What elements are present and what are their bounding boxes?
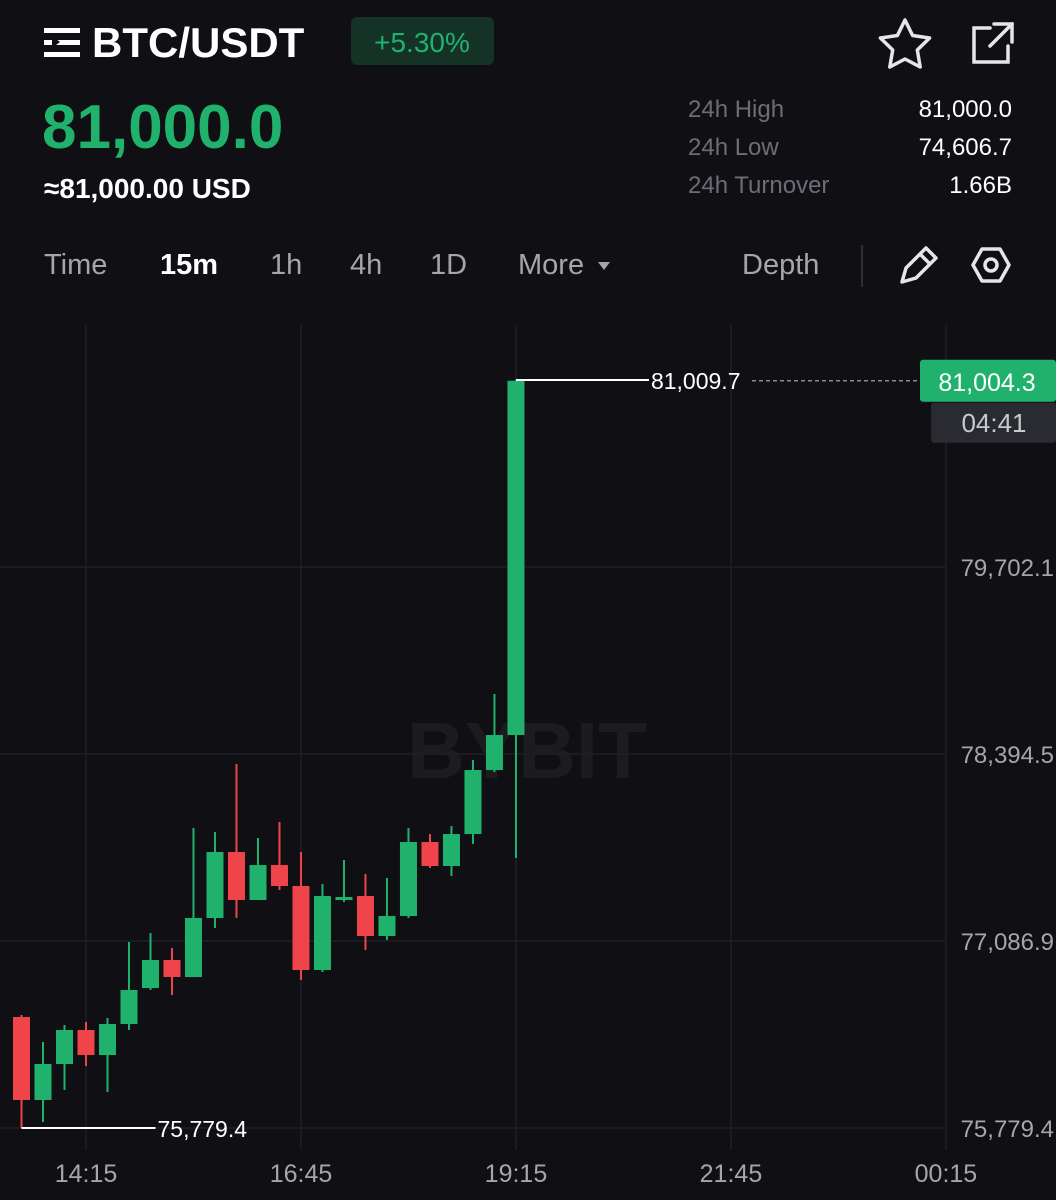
low-marker-label: 75,779.4	[157, 1116, 247, 1142]
high-marker-label: 81,009.7	[651, 368, 741, 394]
countdown: 04:41	[961, 408, 1026, 438]
candle-body	[12, 1017, 30, 1101]
last-price: 81,000.0	[42, 93, 283, 162]
candle-body	[442, 834, 460, 867]
candle-body	[163, 960, 181, 978]
y-tick-label: 79,702.1	[961, 555, 1054, 582]
candle-body	[249, 865, 267, 901]
stat-label: 24h Turnover	[688, 172, 829, 199]
tab[interactable]: 1h	[270, 249, 302, 281]
candle-body	[34, 1064, 52, 1101]
candle-body	[98, 1024, 116, 1056]
change-badge	[351, 17, 494, 65]
share-icon[interactable]	[972, 22, 1014, 64]
favorite-icon[interactable]	[878, 18, 932, 69]
stats: 24h High 81,000.0 24h Low 74,606.7 24h Turno…	[688, 96, 1012, 199]
candle-body	[77, 1030, 95, 1056]
candle-body	[313, 896, 331, 971]
candle-body	[227, 852, 245, 901]
candle-body	[120, 990, 138, 1025]
last-price-label: 81,004.3	[938, 369, 1035, 397]
candle-body	[55, 1030, 73, 1065]
candle-body	[141, 960, 159, 989]
candle-body	[206, 852, 224, 919]
watermark: BYBIT	[407, 706, 647, 795]
tab[interactable]: 15m	[160, 249, 218, 281]
chart: BYBIT 14:15 16:45 19:15 21:45 00:15 75,779.4 77…	[0, 325, 1056, 1188]
candle-body	[507, 380, 525, 736]
stat-value: 74,606.7	[919, 134, 1012, 161]
y-tick-label: 78,394.5	[961, 742, 1054, 769]
change-text: +5.30%	[374, 27, 470, 58]
x-tick-label: 14:15	[55, 1160, 118, 1188]
candle-body	[184, 918, 202, 978]
menu-icon[interactable]	[44, 28, 80, 57]
tab[interactable]: 1D	[430, 249, 467, 281]
candle-body	[399, 842, 417, 917]
tab[interactable]: 4h	[350, 249, 382, 281]
x-tick-label: 16:45	[270, 1160, 333, 1188]
candle-body	[421, 842, 439, 867]
last-price-tag	[920, 359, 1056, 402]
tab[interactable]: Time	[44, 249, 107, 281]
candle-body	[356, 896, 374, 937]
interval-tabs: Time 15m 1h 4h 1D More Depth	[44, 249, 819, 281]
x-tick-label: 19:15	[485, 1160, 548, 1188]
dropdown-arrow	[598, 262, 610, 270]
stat-value: 1.66B	[949, 172, 1012, 199]
price-usd: ≈81,000.00 USD	[44, 173, 251, 204]
settings-icon[interactable]	[971, 247, 1011, 283]
y-tick-label: 75,779.4	[961, 1116, 1054, 1143]
candle-body	[335, 897, 353, 901]
stat-value: 81,000.0	[919, 96, 1012, 123]
candle-body	[292, 886, 310, 971]
stat-label: 24h High	[688, 96, 784, 123]
y-tick-label: 77,086.9	[961, 929, 1054, 956]
pair-title[interactable]: BTC/USDT	[92, 19, 305, 66]
stat-label: 24h Low	[688, 134, 779, 161]
tab[interactable]: Depth	[742, 249, 819, 281]
x-tick-label: 00:15	[915, 1160, 978, 1188]
candle-body	[270, 865, 288, 887]
countdown-tag	[931, 402, 1056, 443]
tab[interactable]: More	[518, 249, 584, 281]
candle-body	[464, 770, 482, 835]
candle-body	[378, 916, 396, 937]
x-tick-label: 21:45	[700, 1160, 763, 1188]
draw-icon[interactable]	[900, 246, 938, 284]
candle-body	[485, 735, 503, 771]
